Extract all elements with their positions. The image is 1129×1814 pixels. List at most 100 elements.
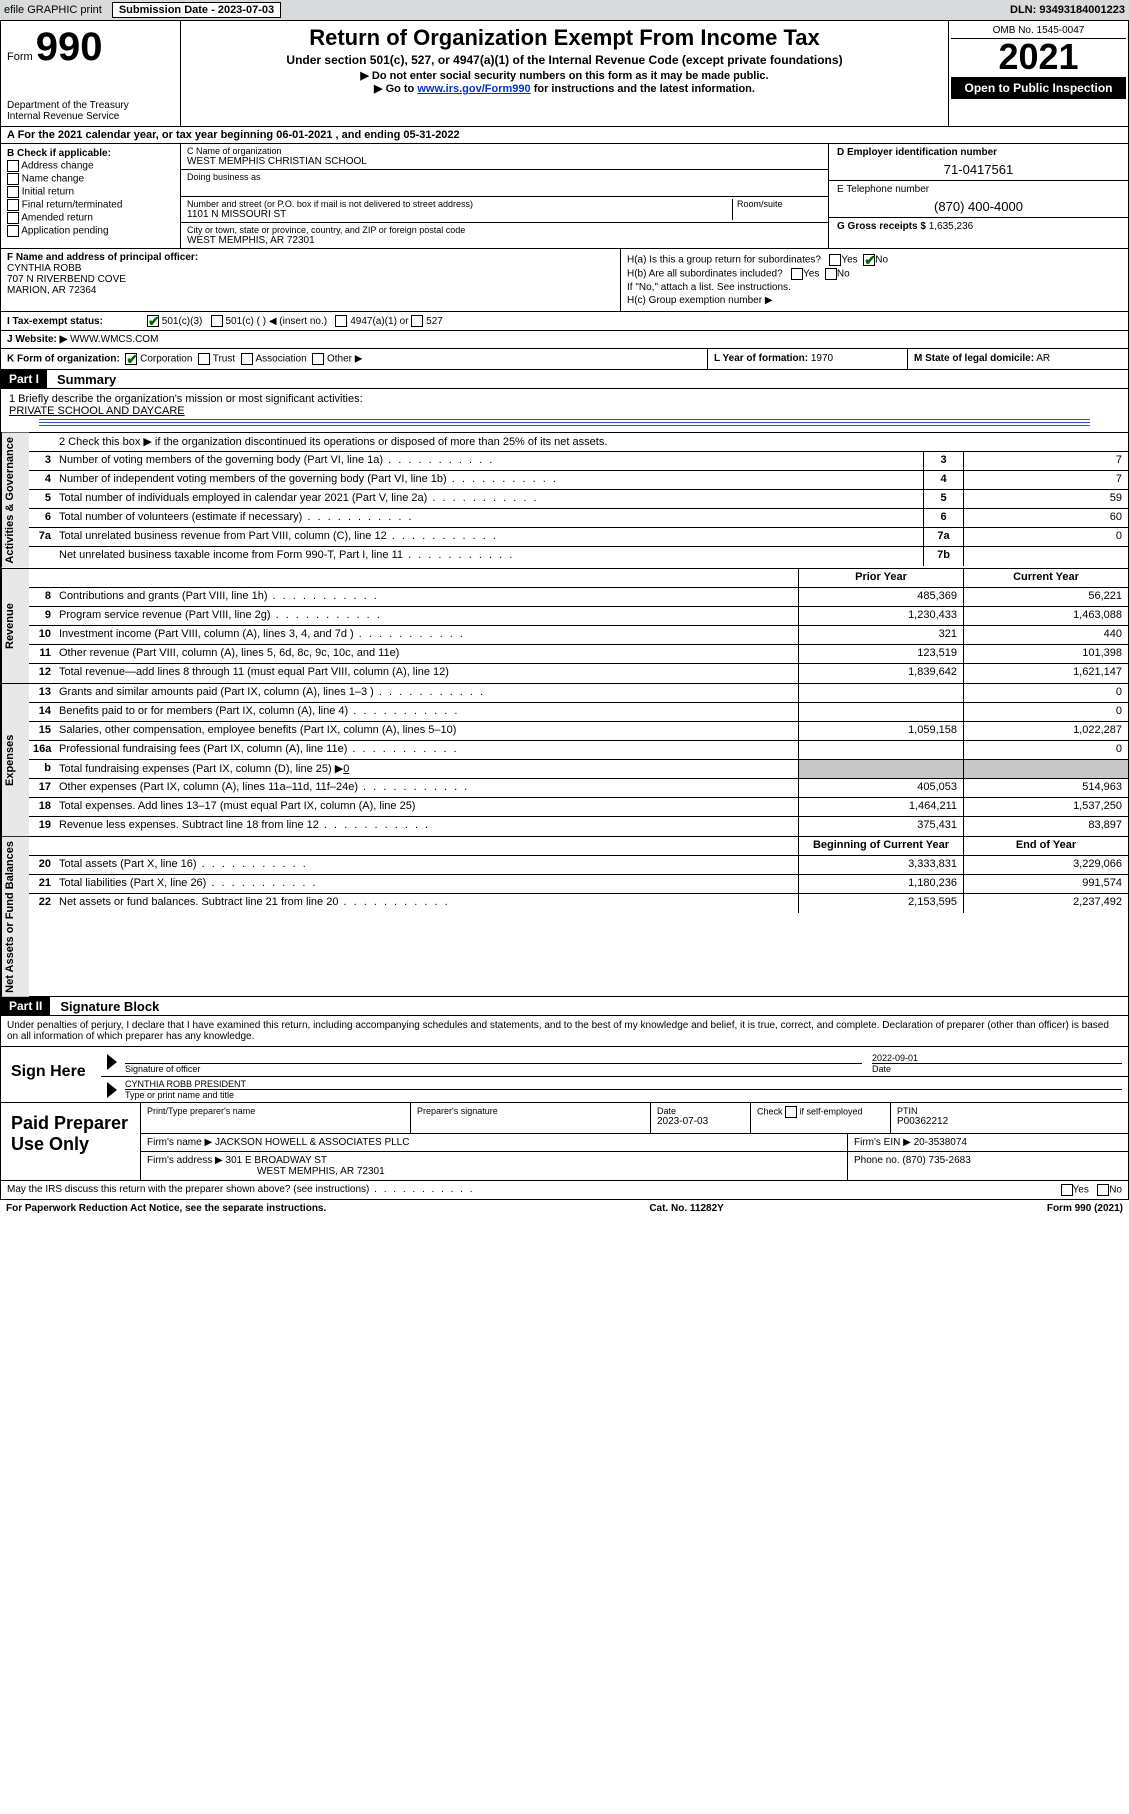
line16a-desc: Professional fundraising fees (Part IX, … (55, 741, 798, 759)
chk-501c[interactable] (211, 315, 223, 327)
row-fh: F Name and address of principal officer:… (0, 249, 1129, 312)
chk-application-pending[interactable]: Application pending (7, 225, 174, 237)
line20-end: 3,229,066 (963, 856, 1128, 874)
org-name: WEST MEMPHIS CHRISTIAN SCHOOL (187, 156, 822, 167)
irs-label: Internal Revenue Service (7, 111, 174, 122)
ha-no[interactable] (863, 254, 875, 266)
line17-desc: Other expenses (Part IX, column (A), lin… (55, 779, 798, 797)
col-c-org: C Name of organization WEST MEMPHIS CHRI… (181, 144, 828, 248)
line12-prior: 1,839,642 (798, 664, 963, 683)
hb-note: If "No," attach a list. See instructions… (627, 282, 1122, 293)
open-public-badge: Open to Public Inspection (951, 77, 1126, 99)
line21-begin: 1,180,236 (798, 875, 963, 893)
line16b-desc: Total fundraising expenses (Part IX, col… (55, 760, 798, 778)
line18-prior: 1,464,211 (798, 798, 963, 816)
addr-label: Number and street (or P.O. box if mail i… (187, 199, 732, 209)
pp-self-employed[interactable]: Check if self-employed (757, 1106, 884, 1118)
hb-no[interactable] (825, 268, 837, 280)
vtab-revenue: Revenue (1, 569, 29, 683)
name-title-label: Type or print name and title (125, 1089, 1122, 1100)
part1-title: Summary (47, 372, 116, 387)
chk-address-change[interactable]: Address change (7, 160, 174, 172)
discuss-no[interactable] (1097, 1184, 1109, 1196)
line15-desc: Salaries, other compensation, employee b… (55, 722, 798, 740)
chk-final-return[interactable]: Final return/terminated (7, 199, 174, 211)
chk-527[interactable] (411, 315, 423, 327)
efile-label: efile GRAPHIC print (4, 4, 102, 16)
governance-section: Activities & Governance 2 Check this box… (0, 433, 1129, 569)
line14-prior (798, 703, 963, 721)
line22-end: 2,237,492 (963, 894, 1128, 913)
cat-no: Cat. No. 11282Y (649, 1203, 723, 1214)
line18-desc: Total expenses. Add lines 13–17 (must eq… (55, 798, 798, 816)
footer-final: For Paperwork Reduction Act Notice, see … (0, 1200, 1129, 1217)
line8-desc: Contributions and grants (Part VIII, lin… (55, 588, 798, 606)
sign-here-block: Sign Here Signature of officer 2022-09-0… (0, 1047, 1129, 1103)
line11-prior: 123,519 (798, 645, 963, 663)
line16b-prior (798, 760, 963, 778)
row-a-tax-year: A For the 2021 calendar year, or tax yea… (0, 127, 1129, 144)
form-subtitle: Under section 501(c), 527, or 4947(a)(1)… (191, 53, 938, 67)
revenue-section: Revenue Prior Year Current Year 8 Contri… (0, 569, 1129, 684)
chk-other[interactable] (312, 353, 324, 365)
net-assets-section: Net Assets or Fund Balances Beginning of… (0, 837, 1129, 998)
hb-yes[interactable] (791, 268, 803, 280)
chk-trust[interactable] (198, 353, 210, 365)
line17-curr: 514,963 (963, 779, 1128, 797)
line22-desc: Net assets or fund balances. Subtract li… (55, 894, 798, 913)
form-word: Form (7, 51, 33, 63)
line13-prior (798, 684, 963, 702)
line7a-val: 0 (963, 528, 1128, 546)
dept-treasury: Department of the Treasury (7, 100, 174, 111)
chk-name-change[interactable]: Name change (7, 173, 174, 185)
chk-amended-return[interactable]: Amended return (7, 212, 174, 224)
chk-initial-return[interactable]: Initial return (7, 186, 174, 198)
chk-4947[interactable] (335, 315, 347, 327)
arrow-icon (107, 1082, 117, 1098)
row-klm: K Form of organization: Corporation Trus… (0, 349, 1129, 370)
line21-end: 991,574 (963, 875, 1128, 893)
line9-prior: 1,230,433 (798, 607, 963, 625)
row-i-tax-status: I Tax-exempt status: 501(c)(3) 501(c) ( … (0, 312, 1129, 331)
ha-yes[interactable] (829, 254, 841, 266)
vtab-governance: Activities & Governance (1, 433, 29, 568)
form-number: 990 (36, 25, 103, 69)
line16b-curr (963, 760, 1128, 778)
chk-501c3[interactable] (147, 315, 159, 327)
tax-year: 2021 (951, 39, 1126, 75)
arrow-icon (107, 1054, 117, 1070)
chk-assoc[interactable] (241, 353, 253, 365)
discuss-text: May the IRS discuss this return with the… (7, 1184, 475, 1196)
hb-row: H(b) Are all subordinates included? Yes … (627, 268, 1122, 280)
col-f-officer: F Name and address of principal officer:… (1, 249, 621, 311)
city-label: City or town, state or province, country… (187, 225, 822, 235)
dba-label: Doing business as (187, 172, 822, 182)
line3-val: 7 (963, 452, 1128, 470)
form-title: Return of Organization Exempt From Incom… (191, 25, 938, 51)
discuss-yes[interactable] (1061, 1184, 1073, 1196)
line15-curr: 1,022,287 (963, 722, 1128, 740)
part2-header-row: Part II Signature Block (0, 997, 1129, 1016)
pp-date: 2023-07-03 (657, 1116, 744, 1127)
col-b-checks: B Check if applicable: Address change Na… (1, 144, 181, 248)
line18-curr: 1,537,250 (963, 798, 1128, 816)
col-current-year: Current Year (963, 569, 1128, 587)
firm-ein: 20-3538074 (914, 1137, 967, 1148)
line12-desc: Total revenue—add lines 8 through 11 (mu… (55, 664, 798, 683)
irs-link[interactable]: www.irs.gov/Form990 (417, 83, 530, 95)
paperwork-notice: For Paperwork Reduction Act Notice, see … (6, 1203, 326, 1214)
line7b-desc: Net unrelated business taxable income fr… (55, 547, 923, 566)
submission-date-btn[interactable]: Submission Date - 2023-07-03 (112, 2, 281, 18)
ha-row: H(a) Is this a group return for subordin… (627, 254, 1122, 266)
info-grid: B Check if applicable: Address change Na… (0, 144, 1129, 249)
efile-header: efile GRAPHIC print Submission Date - 20… (0, 0, 1129, 20)
chk-corp[interactable] (125, 353, 137, 365)
officer-name: CYNTHIA ROBB (7, 263, 614, 274)
line4-val: 7 (963, 471, 1128, 489)
discuss-row: May the IRS discuss this return with the… (0, 1181, 1129, 1200)
line19-prior: 375,431 (798, 817, 963, 836)
org-city: WEST MEMPHIS, AR 72301 (187, 235, 822, 246)
line11-desc: Other revenue (Part VIII, column (A), li… (55, 645, 798, 663)
line20-desc: Total assets (Part X, line 16) (55, 856, 798, 874)
firm-name: JACKSON HOWELL & ASSOCIATES PLLC (215, 1137, 410, 1148)
